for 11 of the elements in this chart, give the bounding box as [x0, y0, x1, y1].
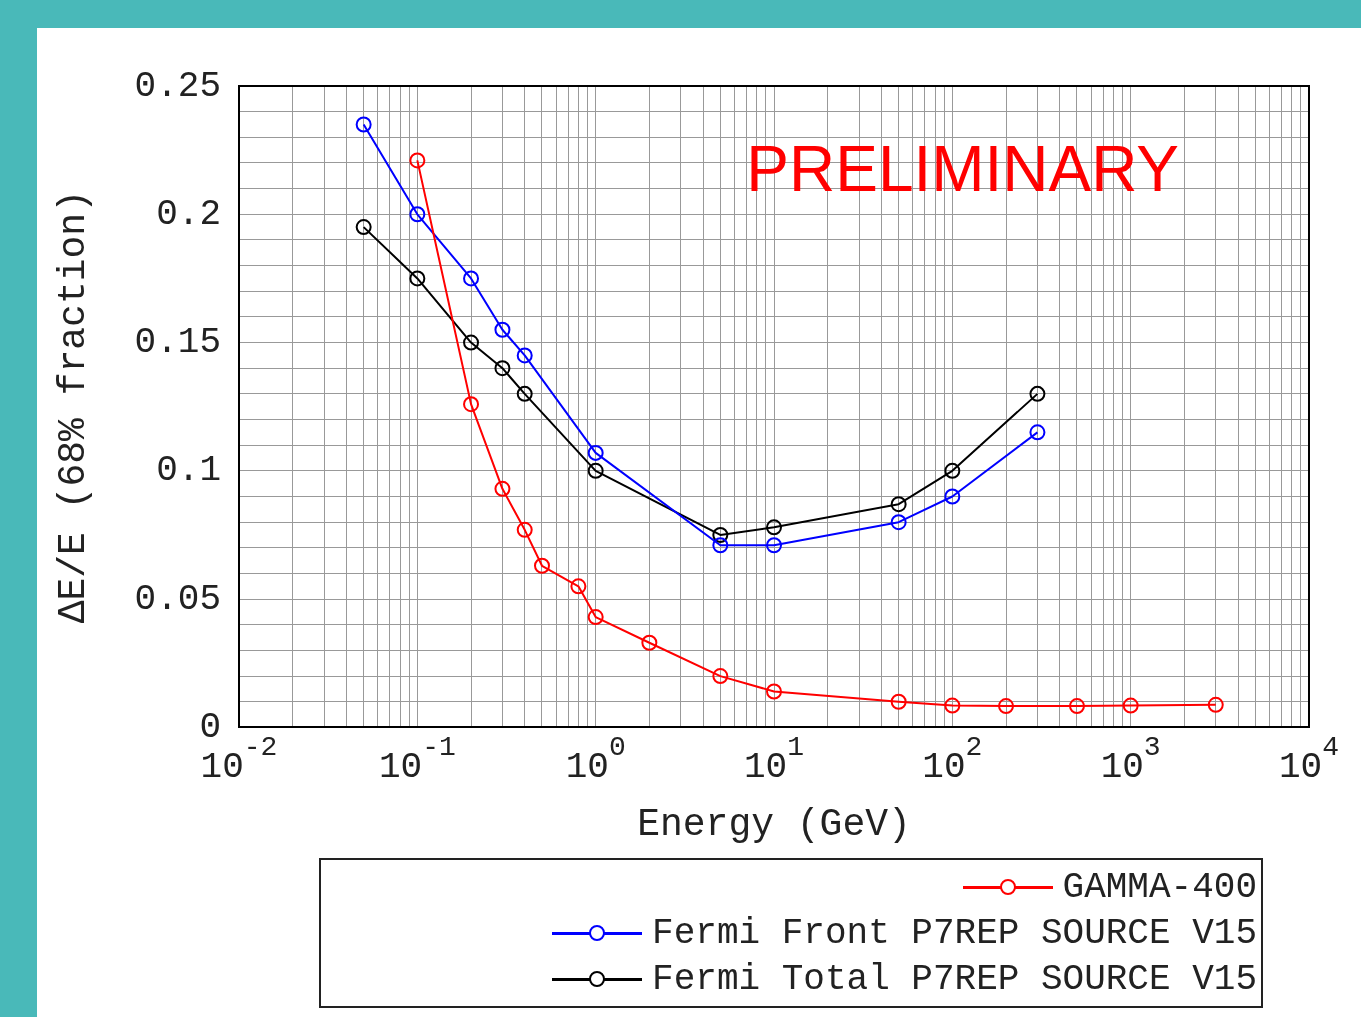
legend-label: Fermi Front P7REP SOURCE V15 — [652, 912, 1258, 954]
annotation: PRELIMINARY — [746, 132, 1179, 205]
x-axis-title: Energy (GeV) — [637, 803, 911, 847]
legend-label: Fermi Total P7REP SOURCE V15 — [652, 958, 1258, 1000]
y-tick-label: 0.05 — [134, 578, 222, 620]
y-tick-label: 0.15 — [134, 322, 222, 364]
legend-label: GAMMA-400 — [1062, 866, 1258, 908]
y-axis-title: ΔE/E (68% fraction) — [51, 190, 95, 624]
y-tick-label: 0.2 — [156, 193, 222, 235]
y-tick-label: 0.25 — [134, 65, 222, 107]
y-tick-label: 0.1 — [156, 450, 222, 492]
